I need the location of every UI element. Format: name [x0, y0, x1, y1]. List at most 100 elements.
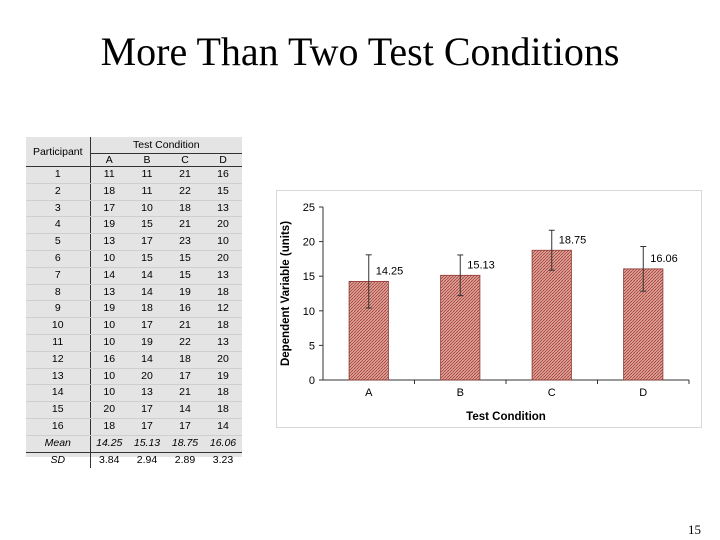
table-cell: 19: [204, 368, 243, 386]
participant-id: 1: [26, 166, 91, 184]
participant-header: Participant: [26, 137, 91, 167]
table-cell: 18: [204, 317, 243, 335]
bar: [623, 268, 664, 381]
participant-id: 8: [26, 284, 91, 302]
table-cell: 23: [166, 233, 204, 251]
table-cell: 20: [90, 401, 128, 419]
table-cell: 10: [90, 317, 128, 335]
mean-row: Mean 14.25 15.13 18.75 16.06: [26, 434, 243, 453]
bar-chart: 0 5 10 15 20 25 A 14.25 B 15.13 C 18.75 D 16.06 Test C…: [276, 190, 702, 428]
table-cell: 21: [166, 384, 204, 403]
table-cell: 10: [90, 334, 128, 352]
table-row: 5 13 17 23 10: [26, 233, 243, 251]
table-cell: 14: [166, 401, 204, 419]
table-cell: 20: [204, 216, 243, 235]
table-cell: 11: [128, 183, 166, 201]
sd-value: 3.84: [90, 451, 128, 469]
table-cell: 17: [128, 418, 166, 436]
bar-chart-svg: 0 5 10 15 20 25 A 14.25 B 15.13 C 18.75 D 16.06 Test C…: [280, 202, 690, 423]
table-row: 13 10 20 17 19: [26, 368, 243, 386]
table-cell: 16: [204, 166, 243, 184]
table-cell: 15: [128, 216, 166, 235]
y-tick-label: 15: [303, 271, 315, 283]
table-cell: 10: [204, 233, 243, 251]
x-axis-title: Test Condition: [466, 411, 546, 423]
x-tick-label: D: [639, 387, 647, 399]
table-cell: 20: [128, 368, 166, 386]
y-axis-title: Dependent Variable (units): [280, 221, 292, 366]
y-tick-label: 10: [303, 306, 315, 318]
table-cell: 10: [128, 200, 166, 218]
sd-value: 3.23: [204, 451, 243, 469]
data-label: 15.13: [467, 259, 495, 271]
table-cell: 15: [204, 183, 243, 201]
table-row: 12 16 14 18 20: [26, 351, 243, 369]
table-cell: 17: [128, 401, 166, 419]
table-cell: 14: [128, 284, 166, 302]
table-cell: 15: [166, 250, 204, 268]
column-header: D: [204, 153, 243, 167]
data-label: 14.25: [376, 265, 404, 277]
table-cell: 22: [166, 183, 204, 201]
table-cell: 14: [90, 267, 128, 285]
table-cell: 11: [90, 166, 128, 184]
table-cell: 21: [166, 317, 204, 335]
participant-id: 10: [26, 317, 91, 335]
table-cell: 17: [166, 418, 204, 436]
table-row: 16 18 17 17 14: [26, 418, 243, 436]
data-label: 16.06: [650, 253, 678, 265]
x-tick-label: A: [365, 387, 373, 399]
mean-value: 16.06: [204, 434, 243, 453]
participant-id: 3: [26, 200, 91, 218]
table-row: 1 11 11 21 16: [26, 166, 243, 184]
participant-id: 6: [26, 250, 91, 268]
participant-id: 16: [26, 418, 91, 436]
y-tick-label: 25: [303, 202, 315, 214]
participant-id: 13: [26, 368, 91, 386]
table-row: 10 10 17 21 18: [26, 317, 243, 335]
table-cell: 18: [166, 351, 204, 369]
table-cell: 21: [166, 216, 204, 235]
table-cell: 16: [166, 300, 204, 319]
column-header: C: [166, 153, 204, 167]
table-cell: 18: [204, 401, 243, 419]
table-cell: 15: [166, 267, 204, 285]
page-number: 15: [688, 522, 701, 537]
condition-header: Test Condition: [90, 137, 243, 154]
table-row: 9 19 18 16 12: [26, 300, 243, 319]
table-cell: 17: [128, 317, 166, 335]
table-cell: 17: [128, 233, 166, 251]
table-row: 7 14 14 15 13: [26, 267, 243, 285]
table-cell: 18: [128, 300, 166, 319]
participant-id: 7: [26, 267, 91, 285]
table-cell: 19: [128, 334, 166, 352]
table-row: 3 17 10 18 13: [26, 200, 243, 218]
participant-id: 4: [26, 216, 91, 235]
table-row: 14 10 13 21 18: [26, 384, 243, 403]
participant-id: 15: [26, 401, 91, 419]
bar: [531, 249, 572, 381]
table-cell: 18: [90, 183, 128, 201]
sd-value: 2.89: [166, 451, 204, 469]
x-tick-label: B: [457, 387, 464, 399]
table-cell: 13: [204, 267, 243, 285]
mean-value: 14.25: [90, 434, 128, 453]
participant-id: 9: [26, 300, 91, 319]
table-row: 8 13 14 19 18: [26, 284, 243, 302]
table-cell: 20: [204, 250, 243, 268]
table-cell: 17: [166, 368, 204, 386]
table-cell: 13: [204, 200, 243, 218]
table-cell: 10: [90, 368, 128, 386]
column-header: B: [128, 153, 166, 167]
table-cell: 13: [90, 233, 128, 251]
table-row: 6 10 15 15 20: [26, 250, 243, 268]
table-cell: 16: [90, 351, 128, 369]
slide-title: More Than Two Test Conditions: [100, 29, 620, 74]
participant-id: 11: [26, 334, 91, 352]
table-cell: 14: [128, 267, 166, 285]
table-cell: 13: [90, 284, 128, 302]
mean-value: 18.75: [166, 434, 204, 453]
table-cell: 18: [166, 200, 204, 218]
